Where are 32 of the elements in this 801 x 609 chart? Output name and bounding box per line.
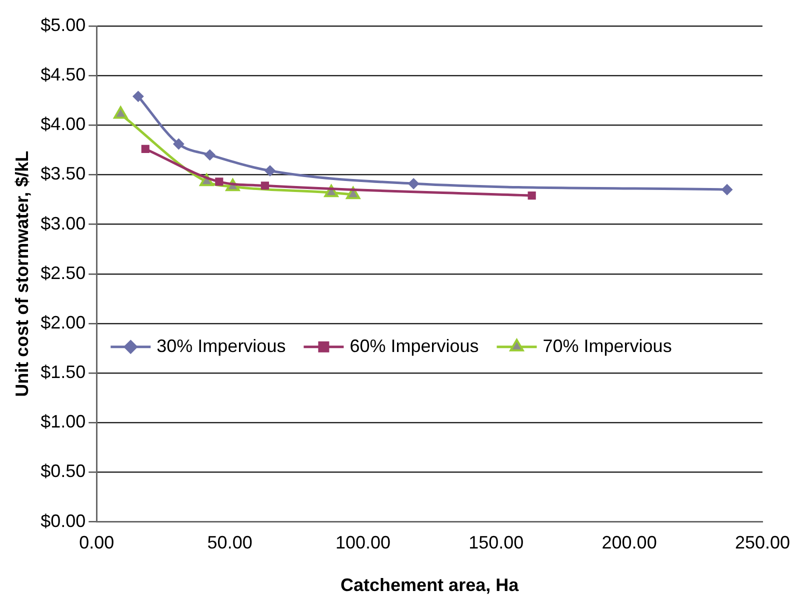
legend-label: 70% Impervious [542, 336, 672, 356]
y-tick-label: $4.50 [40, 64, 86, 85]
legend-label: 60% Impervious [350, 336, 479, 356]
x-axis-title: Catchement area, Ha [340, 575, 520, 596]
point [408, 178, 420, 190]
point [173, 138, 184, 150]
x-tick-label: 100.00 [335, 532, 391, 553]
point [141, 144, 150, 153]
point [215, 178, 224, 186]
point [132, 90, 144, 102]
y-tick-label: $4.00 [40, 114, 86, 134]
x-tick-label: 200.00 [602, 532, 657, 553]
x-tick-label: 50.00 [207, 532, 252, 553]
y-tick-label: $1.50 [40, 362, 86, 382]
y-tick-label: $3.50 [40, 164, 86, 184]
y-tick-label: $3.00 [40, 213, 86, 234]
point [722, 184, 733, 196]
y-tick-label: $1.00 [40, 412, 86, 432]
x-tick-label: 250.00 [734, 532, 790, 553]
y-tick-label: $0.00 [40, 510, 86, 531]
point [264, 165, 276, 176]
y-tick-label: $2.50 [40, 262, 86, 283]
point [204, 149, 216, 160]
point [528, 192, 536, 200]
x-tick-label: 150.00 [468, 532, 524, 553]
x-tick-label: 0.00 [79, 532, 114, 553]
y-tick-label: $5.00 [40, 14, 86, 35]
y-tick-label: $0.50 [40, 461, 86, 482]
legend-label: 30% Impervious [156, 336, 286, 356]
y-axis-title: Unit cost of stormwater, $/kL [12, 150, 32, 397]
point [260, 182, 269, 190]
y-tick-label: $2.00 [40, 312, 86, 332]
